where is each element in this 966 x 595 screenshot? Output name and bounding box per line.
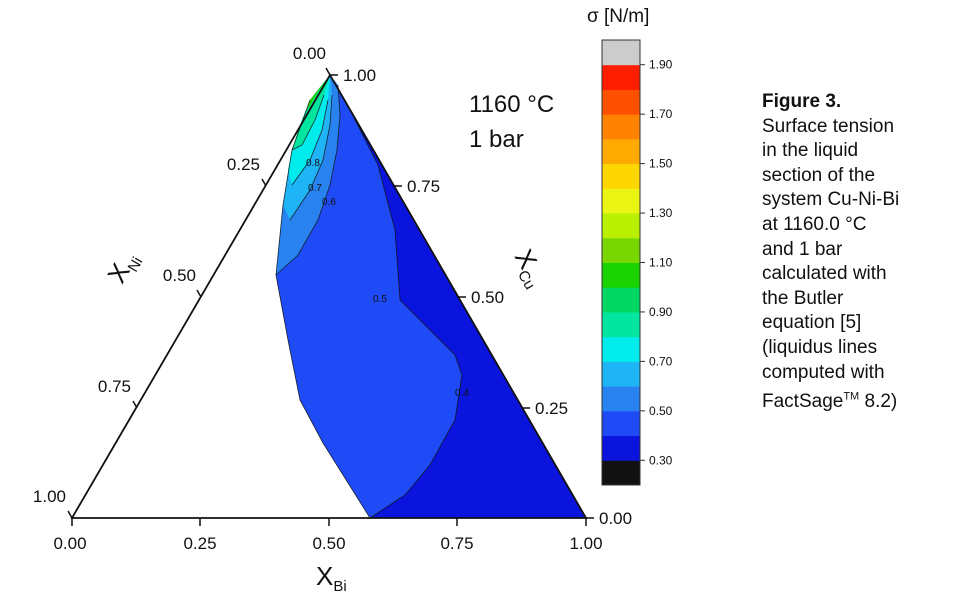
tick-label-bi: 0.25 (183, 534, 216, 553)
contour-line (291, 99, 329, 186)
colorbar-swatch (602, 213, 640, 239)
colorbar-swatch (602, 435, 640, 461)
contour-regions (276, 75, 586, 518)
tick-left (132, 400, 138, 409)
caption-last-line: FactSageTM 8.2) (762, 391, 898, 413)
left-axis-tick-labels: 0.00 0.25 0.50 0.75 1.00 (33, 44, 326, 506)
pressure-label: 1 bar (469, 126, 524, 153)
colorbar-swatch (602, 40, 640, 66)
colorbar-swatch (602, 336, 640, 362)
colorbar-title: σ [N/m] (587, 6, 649, 27)
tick-label-cu: 0.50 (471, 288, 504, 307)
tick-label-cu: 0.00 (599, 509, 632, 528)
colorbar-swatch (602, 64, 640, 90)
tick-label-ni: 0.75 (98, 377, 131, 396)
colorbar-tick-label: 1.90 (649, 58, 673, 72)
colorbar-tick-label: 1.30 (649, 206, 673, 220)
temperature-label: 1160 °C (469, 91, 554, 118)
x-axis-title-bi: XBi (316, 561, 347, 595)
contour-line (275, 84, 341, 276)
left-axis-title-ni: XNi (101, 246, 146, 290)
caption-line: the Butler (762, 287, 844, 309)
colorbar-swatch (602, 188, 640, 214)
tick-label-bi: 0.75 (440, 534, 473, 553)
caption-line: calculated with (762, 263, 887, 285)
tick-left (325, 67, 331, 76)
colorbar-tick-label: 0.90 (649, 305, 673, 319)
tick-label-cu: 1.00 (343, 66, 376, 85)
caption-line: in the liquid (762, 140, 859, 162)
contour-line (289, 94, 333, 221)
right-axis-title-cu: XCu (505, 244, 553, 293)
tick-left (67, 510, 73, 519)
bottom-axis-tick-labels: 0.00 0.25 0.50 0.75 1.00 (53, 534, 602, 553)
caption-line: at 1160.0 °C (762, 213, 867, 235)
contour-label-0-4: 0.4 (455, 388, 469, 399)
contour-labels: 0.8 0.7 0.6 0.5 0.4 (306, 158, 469, 399)
tick-label-bi: 0.00 (53, 534, 86, 553)
right-axis-tick-labels: 1.00 0.75 0.50 0.25 0.00 (343, 66, 632, 528)
colorbar-swatch (602, 386, 640, 412)
contour-lines (275, 84, 463, 519)
colorbar-swatch (602, 89, 640, 115)
colorbar-swatch (602, 361, 640, 387)
colorbar-tick-label: 0.30 (649, 453, 673, 467)
contour-label-0-5: 0.5 (373, 294, 387, 305)
colorbar-swatch (602, 460, 640, 486)
colorbar-tick-label: 0.70 (649, 354, 673, 368)
caption-title: Figure 3. (762, 91, 842, 112)
colorbar-swatch (602, 138, 640, 165)
colorbar-swatch (602, 237, 640, 263)
colorbar (601, 39, 641, 486)
caption-line: and 1 bar (762, 238, 843, 260)
region-sigma-0-9 (292, 75, 330, 150)
colorbar-swatch (602, 163, 640, 189)
colorbar-tick-label: 0.50 (649, 404, 673, 418)
caption-line: section of the (762, 164, 876, 186)
colorbar-tick-label: 1.70 (649, 107, 673, 121)
colorbar-tick-label: 1.50 (649, 157, 673, 171)
tick-left (196, 289, 202, 298)
tick-label-cu: 0.75 (407, 177, 440, 196)
caption-line: (liquidus lines (762, 336, 878, 358)
colorbar-tick-label: 1.10 (649, 256, 673, 270)
contour-label-0-6: 0.6 (322, 197, 336, 208)
tick-label-ni: 1.00 (33, 487, 66, 506)
figure-caption: Figure 3. Surface tension in the liquid … (762, 90, 962, 415)
colorbar-swatch (602, 287, 640, 313)
colorbar-tick-labels: 1.90 1.70 1.50 1.30 1.10 0.90 0.70 0.50 0.30 (640, 58, 673, 467)
tick-label-bi: 1.00 (569, 534, 602, 553)
contour-label-0-7: 0.7 (308, 183, 322, 194)
tick-label-ni: 0.25 (227, 155, 260, 174)
axis-ticks (67, 67, 594, 526)
liquidus-boundary (275, 99, 371, 519)
caption-line: computed with (762, 361, 885, 383)
tick-label-cu: 0.25 (535, 399, 568, 418)
caption-line: equation [5] (762, 312, 862, 334)
colorbar-swatch (602, 311, 640, 338)
caption-line: Surface tension (762, 115, 895, 137)
colorbar-swatch (602, 410, 640, 437)
tick-label-bi: 0.50 (312, 534, 345, 553)
tick-left (261, 178, 267, 187)
caption-line: system Cu-Ni-Bi (762, 189, 900, 211)
contour-label-0-8: 0.8 (306, 158, 320, 169)
contour-line (349, 109, 463, 519)
colorbar-swatch (602, 114, 640, 140)
tick-label-ni: 0.50 (163, 266, 196, 285)
tick-label-ni: 0.00 (293, 44, 326, 63)
colorbar-swatch (602, 262, 640, 288)
contour-line (291, 94, 325, 151)
